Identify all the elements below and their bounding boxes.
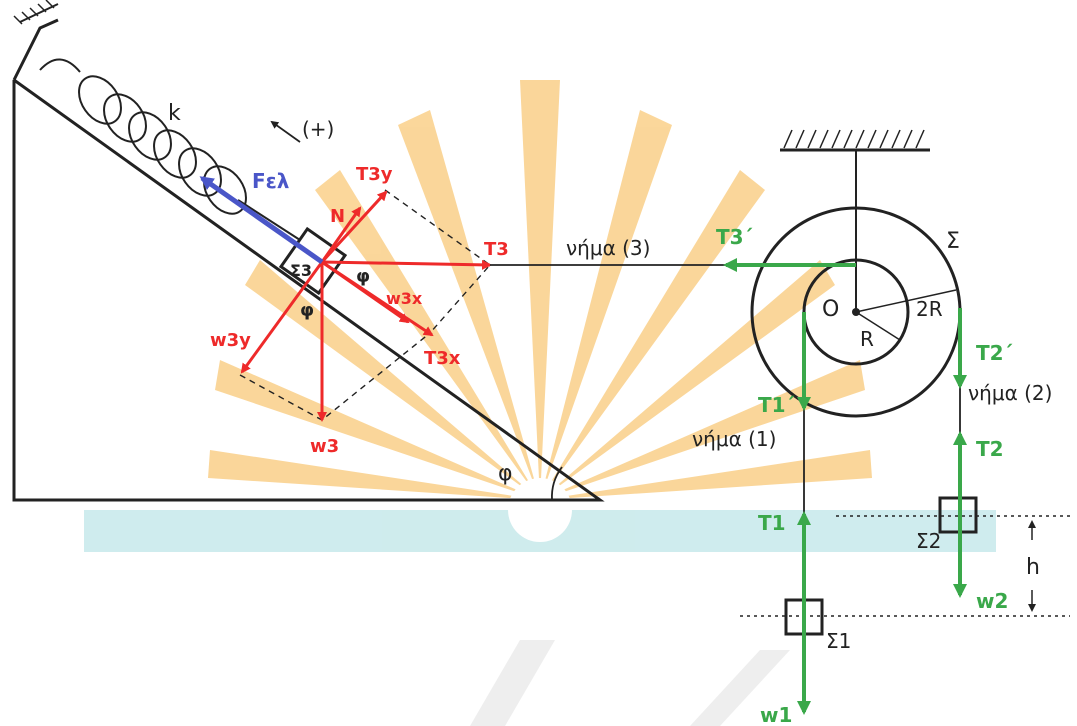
label-k: k <box>168 101 181 126</box>
label-phi-incline: φ <box>498 461 513 486</box>
label-thread3: νήμα (3) <box>566 236 650 260</box>
arrow-w3y <box>240 261 324 374</box>
label-phi-block: φ <box>356 266 370 287</box>
label-t3-prime: T3΄ <box>716 225 753 249</box>
arrow-f-elastic <box>199 175 324 265</box>
pulley-radii <box>855 289 957 341</box>
label-sigma3: Σ3 <box>290 261 312 280</box>
plus-direction-arrow <box>270 120 301 143</box>
label-w3y: w3y <box>210 330 251 351</box>
label-sigma: Σ <box>946 229 960 254</box>
label-t3x: T3x <box>424 348 461 369</box>
arrow-t3 <box>321 259 492 270</box>
red-forces <box>240 190 492 422</box>
label-n: N <box>330 206 345 227</box>
green-forces <box>723 258 967 715</box>
block-sigma3 <box>278 226 348 296</box>
wall-mount-left <box>12 0 59 81</box>
spring <box>39 58 301 241</box>
arrow-t3x <box>321 260 434 337</box>
label-t3: T3 <box>484 239 509 260</box>
label-sigma2: Σ2 <box>916 529 941 553</box>
pulley-support <box>780 129 930 312</box>
label-t1-prime: T1΄ <box>758 393 795 417</box>
watermark-logo <box>84 80 996 726</box>
label-plus-direction: (+) <box>302 117 334 141</box>
label-h: h <box>1026 555 1040 580</box>
label-t2-prime: T2΄ <box>976 341 1013 365</box>
label-f-elastic: Fελ <box>252 169 290 193</box>
height-guides <box>740 515 1070 617</box>
label-r: R <box>860 327 874 351</box>
incline <box>12 78 605 502</box>
label-2r: 2R <box>916 297 943 321</box>
label-sigma1: Σ1 <box>826 629 851 653</box>
label-phi-below: φ <box>300 300 314 321</box>
label-t3y: T3y <box>356 164 393 185</box>
label-w1: w1 <box>760 703 792 726</box>
label-t2: T2 <box>976 437 1004 461</box>
label-w3: w3 <box>310 436 339 457</box>
incline-angle-arc <box>551 466 563 501</box>
label-t1: T1 <box>758 511 786 535</box>
labels: k (+) Fελ T3y N Σ3 φ φ T3 νήμα (3) w3x T… <box>168 101 1052 726</box>
arrow-t3y <box>320 190 388 264</box>
label-w2: w2 <box>976 589 1008 613</box>
label-thread1: νήμα (1) <box>692 427 776 451</box>
label-w3x: w3x <box>386 289 423 308</box>
label-thread2: νήμα (2) <box>968 381 1052 405</box>
label-o: O <box>822 297 839 322</box>
